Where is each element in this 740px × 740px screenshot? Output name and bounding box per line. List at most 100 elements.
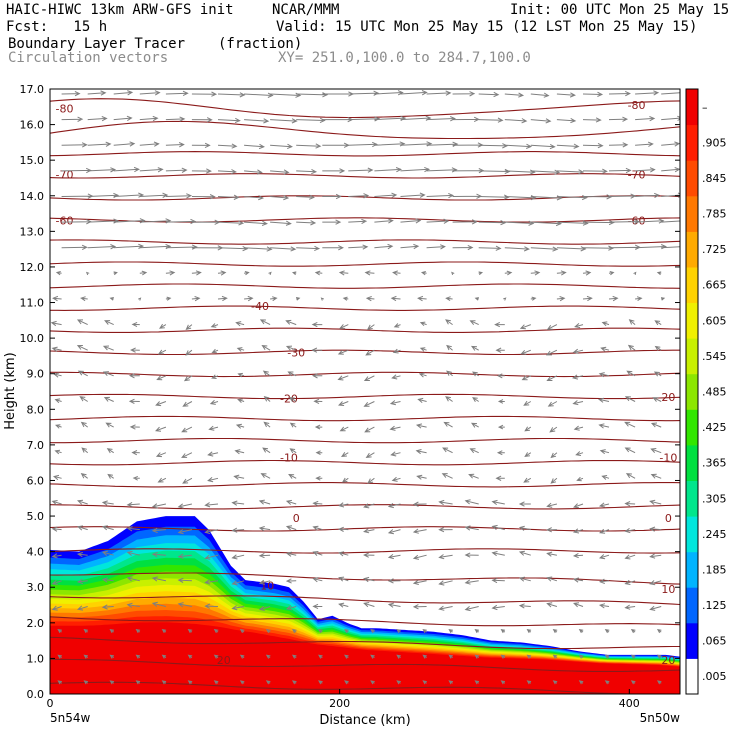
wind-vector [101,500,114,506]
wind-vector [177,529,193,535]
wind-vector [239,680,245,685]
wind-vector [177,602,192,608]
wind-vector [322,142,350,148]
wind-vector [661,141,680,147]
wind-vector [448,654,453,659]
wind-vector [211,374,219,379]
wind-vector [448,680,453,685]
isotherm-line [50,636,680,650]
wind-vector [77,370,88,377]
wind-vector [337,349,349,355]
wind-vector [270,169,290,175]
wind-vector [417,397,427,403]
wind-vector [312,577,323,583]
wind-vector [661,115,680,121]
wind-vector [285,345,297,351]
isotherm-line [50,393,680,400]
wind-vector [452,193,483,199]
wind-vector [79,396,88,402]
wind-vector [231,554,245,560]
wind-vector [311,347,323,353]
isotherm-line [50,283,680,289]
wind-vector [217,245,249,252]
colorbar-label: .725 [702,243,727,256]
wind-vector [217,117,241,124]
wind-vector [244,118,270,124]
wind-vector [126,501,140,508]
wind-vector [311,321,323,328]
wind-vector [314,270,323,276]
wind-vector [182,401,193,407]
colorbar-swatch [686,480,698,517]
wind-vector [244,169,263,175]
wind-vector [270,296,278,302]
wind-vector [213,654,219,659]
wind-vector [217,295,228,302]
colorbar-swatch [686,658,698,695]
wind-vector [526,680,532,685]
wind-vector [464,552,479,558]
wind-vector [661,246,680,249]
colorbar-label: .185 [702,563,727,576]
colorbar-label: .905 [702,136,727,149]
colorbar-label: .605 [702,314,727,327]
isotherm-line [50,548,680,554]
wind-vector [259,319,271,326]
wind-vector [504,143,533,149]
wind-vector [582,194,613,200]
wind-vector [151,576,167,582]
isotherm-line [50,349,680,356]
wind-vector [165,193,193,199]
wind-vector [478,168,511,175]
wind-vector [518,501,531,507]
colorbar-label: .545 [702,350,727,363]
wind-vector [552,680,558,685]
wind-vector [177,577,192,583]
wind-vector [244,143,265,150]
wind-vector [393,323,401,328]
wind-vector [270,246,297,252]
wind-vector [289,422,297,428]
wind-vector [210,323,219,328]
wind-vector [139,115,159,122]
wind-vector [604,654,610,659]
isotherm-label: 20 [217,654,231,667]
wind-vector [107,473,114,479]
wind-vector [348,244,369,250]
wind-vector [497,399,505,404]
wind-vector [57,654,62,659]
isotherm-label: 0 [293,512,300,525]
wind-vector [464,499,479,505]
wind-vector [530,246,559,252]
wind-vector [363,552,375,558]
wind-vector [370,629,375,634]
wind-vector [396,680,401,685]
wind-vector [624,501,636,507]
wind-vector [627,344,636,351]
wind-vector [496,373,505,379]
wind-vector [608,271,615,276]
wind-vector [478,245,502,251]
wind-vector [652,397,662,402]
wind-vector [76,578,88,585]
colorbar-label: .485 [702,386,727,399]
wind-vector [370,654,375,659]
wind-vector [438,554,453,560]
wind-vector [244,295,254,302]
wind-vector [633,271,637,276]
wind-vector [128,398,140,404]
colorbar-label: .365 [702,457,727,470]
isotherm-line [50,120,680,140]
wind-vector [113,271,118,276]
wind-vector [412,604,427,610]
wind-vector [165,270,176,276]
wind-vector [135,629,141,634]
wind-vector [578,654,584,659]
wind-vector [400,243,420,250]
colorbar-label: .845 [702,172,727,185]
wind-vector [288,473,297,479]
wind-vector [363,528,375,534]
wind-vector [312,551,323,556]
wind-vector [339,324,349,329]
wind-vector [478,117,504,123]
